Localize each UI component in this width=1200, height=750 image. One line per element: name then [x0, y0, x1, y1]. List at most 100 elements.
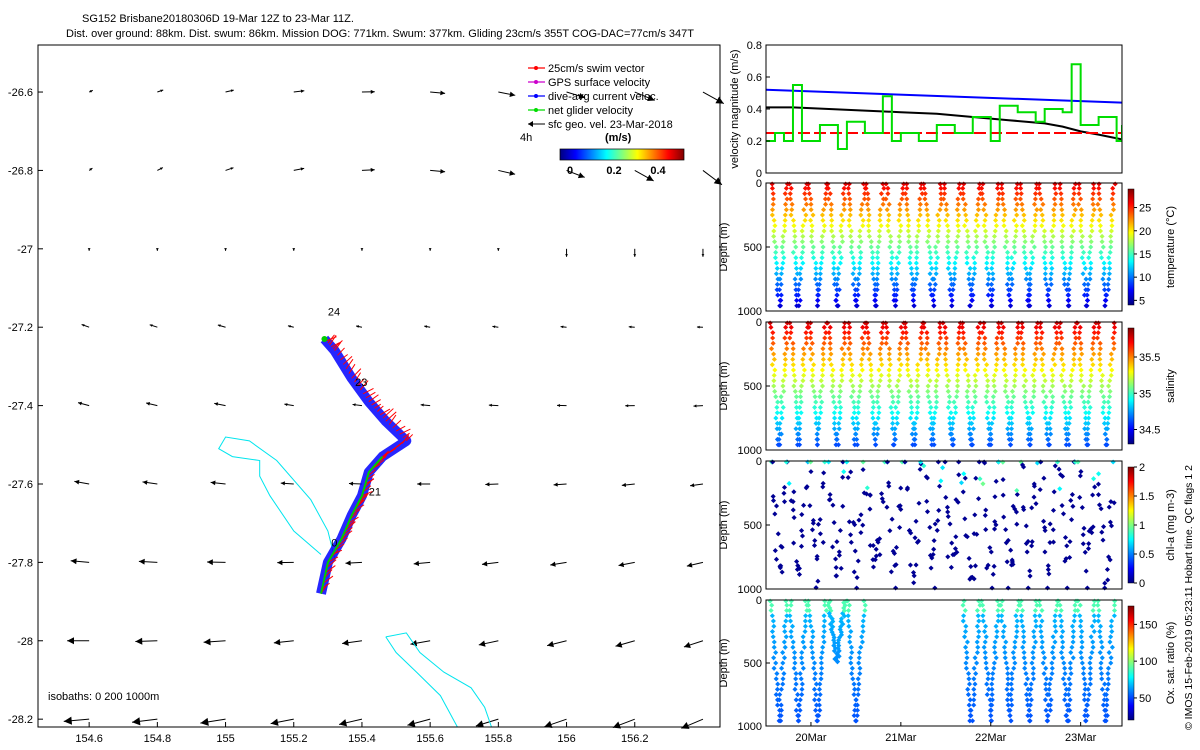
section-point — [852, 686, 858, 692]
section-point — [1101, 524, 1107, 530]
section-point — [908, 404, 915, 410]
section-point — [1024, 549, 1030, 555]
section-point — [793, 260, 799, 266]
section-point — [972, 399, 978, 405]
section-point — [993, 212, 999, 218]
section-point — [1059, 346, 1065, 352]
section-point — [1000, 492, 1006, 498]
section-point — [989, 702, 995, 708]
map-xtick-label: 156.2 — [621, 733, 649, 745]
section-point — [1106, 255, 1112, 261]
map-frame — [37, 44, 721, 728]
legend-label: net glider velocity — [548, 105, 633, 117]
section-point — [991, 410, 997, 416]
section-point — [1011, 655, 1017, 661]
section-point — [790, 362, 796, 368]
section-point — [1058, 372, 1065, 378]
section-point — [1029, 543, 1035, 549]
section-point — [1084, 585, 1090, 591]
section-point — [791, 665, 797, 671]
section-point — [1066, 692, 1072, 698]
section-point — [1000, 628, 1006, 635]
section-point — [940, 465, 946, 471]
section-point — [818, 378, 824, 384]
section-point — [1112, 607, 1118, 614]
section-point — [1011, 244, 1017, 250]
section-point — [971, 255, 977, 261]
section-point — [1089, 356, 1095, 362]
section-point — [1048, 281, 1054, 287]
section-point — [883, 324, 890, 330]
section-point — [914, 233, 920, 239]
section-point — [827, 346, 833, 352]
section-point — [788, 602, 794, 608]
section-point — [847, 201, 853, 207]
section-point — [960, 196, 966, 202]
section-point — [806, 324, 812, 330]
section-point — [959, 324, 965, 330]
section-point — [1043, 394, 1049, 400]
section-point — [1105, 399, 1111, 405]
section-point — [868, 367, 874, 373]
section-point — [904, 207, 910, 213]
section-point — [826, 459, 832, 465]
section-point — [1100, 702, 1106, 708]
section-point — [884, 335, 890, 341]
section-point — [955, 362, 961, 368]
section-point — [856, 394, 862, 400]
section-point — [1021, 212, 1027, 218]
section-point — [886, 383, 892, 389]
section-point — [993, 623, 999, 629]
section-point — [836, 394, 842, 400]
section-point — [1041, 475, 1047, 481]
section-point — [933, 378, 940, 384]
section-point — [1078, 196, 1084, 202]
section-point — [1067, 707, 1073, 713]
section-point — [771, 383, 777, 389]
velocity-arrowhead — [300, 167, 305, 171]
section-point — [835, 442, 842, 448]
section-point — [1032, 212, 1038, 218]
section-point — [800, 634, 806, 640]
section-point — [1076, 181, 1082, 187]
swim-vector — [334, 341, 342, 352]
section-point — [1083, 707, 1089, 713]
section-point — [798, 383, 804, 389]
section-point — [849, 671, 855, 677]
section-point — [1078, 649, 1084, 656]
section-point — [770, 201, 776, 207]
section-point — [1031, 644, 1037, 650]
section-point — [1043, 681, 1049, 687]
section-point — [999, 181, 1005, 187]
section-point — [1081, 383, 1087, 389]
section-point — [1087, 249, 1093, 255]
section-point — [854, 707, 860, 713]
section-point — [821, 340, 827, 346]
section-point — [849, 239, 855, 245]
section-point — [1007, 707, 1013, 713]
section-point — [812, 394, 818, 400]
section-point — [1014, 521, 1020, 527]
section-point — [898, 324, 904, 330]
section-point — [915, 394, 921, 400]
section-point — [985, 276, 992, 282]
section-point — [1080, 541, 1086, 547]
section-point — [1021, 649, 1027, 656]
section-point — [1041, 518, 1047, 524]
section-point — [967, 697, 973, 703]
section-point — [830, 239, 836, 245]
velocity-arrowhead — [647, 94, 655, 102]
section-point — [927, 287, 934, 293]
section-point — [867, 351, 873, 357]
section-point — [840, 474, 846, 480]
section-point — [1015, 335, 1021, 341]
section-point — [820, 351, 826, 357]
section-point — [1003, 228, 1009, 234]
section-point — [856, 281, 862, 287]
section-point — [810, 244, 816, 250]
section-point — [866, 212, 872, 218]
section-point — [864, 485, 870, 491]
swim-vector — [351, 368, 362, 379]
section-point — [1088, 367, 1094, 373]
